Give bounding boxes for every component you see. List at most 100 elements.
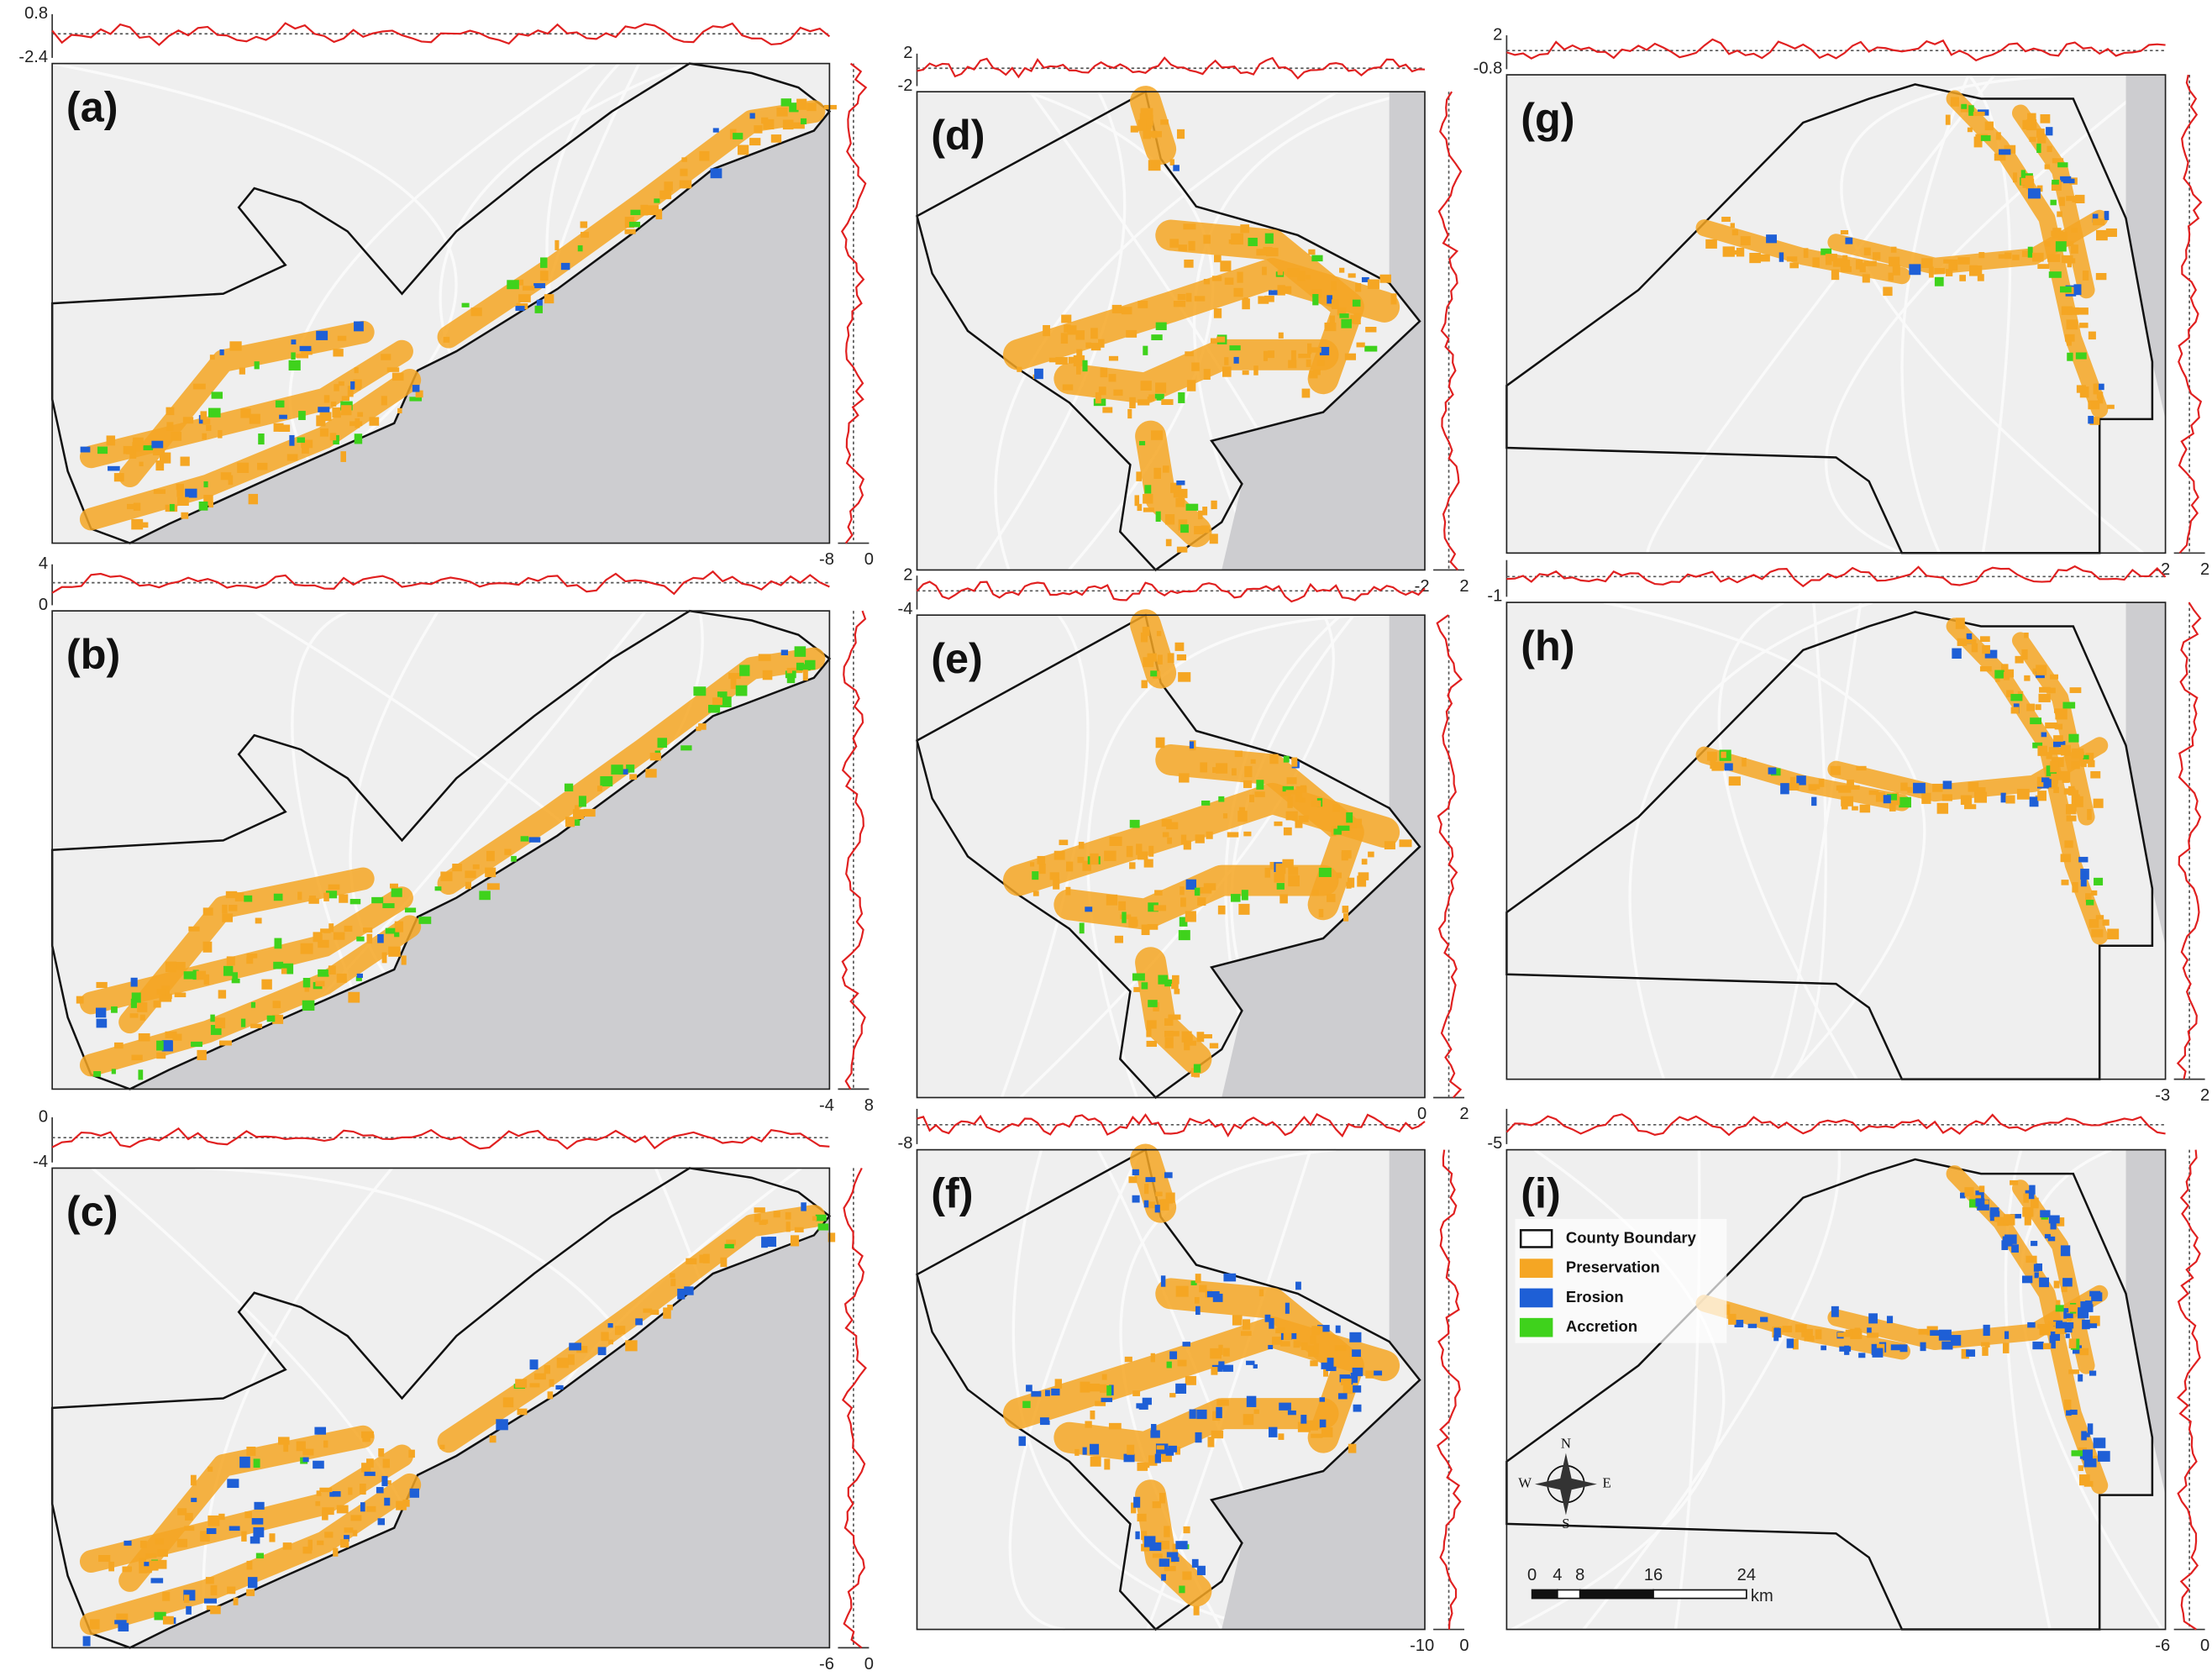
marsh-patch xyxy=(1054,1379,1062,1389)
marsh-patch xyxy=(254,1501,265,1510)
marsh-patch xyxy=(1871,1343,1877,1355)
marsh-patch xyxy=(356,936,365,942)
marsh-patch xyxy=(1076,349,1083,360)
marsh-patch xyxy=(1298,815,1309,822)
marsh-patch xyxy=(1118,901,1127,911)
marsh-patch xyxy=(404,907,417,913)
marsh-patch xyxy=(710,168,722,179)
right-profile xyxy=(2176,602,2202,1080)
marsh-patch xyxy=(2091,890,2098,896)
marsh-patch xyxy=(1157,658,1162,665)
marsh-patch xyxy=(106,435,116,446)
right-tick-label: 8 xyxy=(864,1096,874,1115)
marsh-patch xyxy=(1312,890,1319,896)
marsh-patch xyxy=(111,1069,116,1074)
marsh-patch xyxy=(348,991,360,1003)
marsh-patch xyxy=(1324,322,1337,332)
marsh-patch xyxy=(1190,1280,1197,1285)
marsh-patch xyxy=(2003,1214,2015,1226)
marsh-patch xyxy=(1240,224,1250,234)
marsh-patch xyxy=(1352,1367,1363,1377)
marsh-patch xyxy=(1979,666,1992,672)
marsh-patch xyxy=(1233,356,1239,364)
marsh-patch xyxy=(791,667,803,674)
marsh-patch xyxy=(707,704,721,713)
marsh-patch xyxy=(200,411,208,420)
marsh-patch xyxy=(1234,750,1243,758)
marsh-patch xyxy=(300,943,313,954)
marsh-patch xyxy=(1211,276,1222,281)
marsh-patch xyxy=(1329,315,1335,325)
marsh-patch xyxy=(2020,176,2034,186)
marsh-patch xyxy=(208,1466,213,1472)
marsh-patch xyxy=(2095,272,2107,281)
marsh-patch xyxy=(1185,911,1196,922)
marsh-patch xyxy=(1337,825,1350,831)
marsh-patch xyxy=(1863,260,1877,266)
marsh-patch xyxy=(761,1219,769,1224)
marsh-patch xyxy=(273,893,283,901)
top-profile xyxy=(917,56,1426,80)
marsh-patch xyxy=(1146,1020,1157,1029)
legend-swatch xyxy=(1519,1258,1553,1278)
marsh-patch xyxy=(667,1305,673,1311)
marsh-patch xyxy=(1164,979,1174,987)
marsh-patch xyxy=(625,1340,638,1352)
legend-swatch xyxy=(1519,1317,1553,1337)
marsh-patch xyxy=(2095,229,2108,241)
marsh-patch xyxy=(323,892,329,901)
marsh-patch xyxy=(1147,653,1157,662)
road xyxy=(1840,73,2145,554)
marsh-patch xyxy=(2088,400,2100,410)
marsh-patch xyxy=(131,518,144,530)
marsh-patch xyxy=(1295,791,1303,802)
marsh-patch xyxy=(1185,351,1194,357)
marsh-patch xyxy=(529,1383,540,1388)
marsh-patch xyxy=(274,938,282,949)
marsh-patch xyxy=(2062,701,2076,709)
marsh-patch xyxy=(581,231,589,238)
marsh-patch xyxy=(1283,827,1292,836)
top-tick-label: -4 xyxy=(898,600,913,618)
marsh-patch xyxy=(1319,1397,1326,1402)
road xyxy=(1011,1149,1269,1631)
marsh-patch xyxy=(1348,273,1356,278)
marsh-patch xyxy=(1287,1410,1296,1416)
marsh-patch xyxy=(1159,1199,1164,1208)
marsh-patch xyxy=(2050,674,2059,680)
marsh-patch xyxy=(1231,768,1237,776)
marsh-patch xyxy=(2029,796,2039,807)
marsh-patch xyxy=(322,1510,328,1521)
marsh-patch xyxy=(1942,780,1952,790)
marsh-patch xyxy=(1196,1032,1205,1043)
marsh-patch xyxy=(577,245,583,252)
marsh-patch xyxy=(118,1622,129,1631)
marsh-patch xyxy=(2052,228,2062,239)
marsh-patch xyxy=(1231,233,1243,245)
marsh-patch xyxy=(1731,229,1739,236)
marsh-patch xyxy=(1246,1395,1257,1407)
marsh-patch xyxy=(1346,812,1353,823)
marsh-patch xyxy=(502,1397,514,1408)
marsh-patch xyxy=(2067,352,2073,361)
marsh-patch xyxy=(282,1542,292,1550)
marsh-patch xyxy=(1146,1028,1152,1038)
marsh-patch xyxy=(153,489,166,494)
marsh-patch xyxy=(336,973,347,983)
marsh-patch xyxy=(624,229,636,234)
marsh-patch xyxy=(1095,391,1101,404)
marsh-patch xyxy=(2071,748,2084,759)
marsh-patch xyxy=(273,961,284,969)
marsh-patch xyxy=(730,678,737,690)
marsh-patch xyxy=(572,809,585,820)
marsh-patch xyxy=(1966,1349,1976,1357)
marsh-patch xyxy=(1191,362,1200,371)
marsh-patch xyxy=(1858,1353,1866,1358)
marsh-patch xyxy=(1085,906,1093,912)
marsh-patch xyxy=(2079,1474,2090,1486)
marsh-patch xyxy=(2048,1215,2060,1224)
marsh-patch xyxy=(2021,649,2028,660)
marsh-patch xyxy=(229,904,238,912)
marsh-patch xyxy=(1862,274,1870,283)
marsh-patch xyxy=(1153,467,1161,479)
